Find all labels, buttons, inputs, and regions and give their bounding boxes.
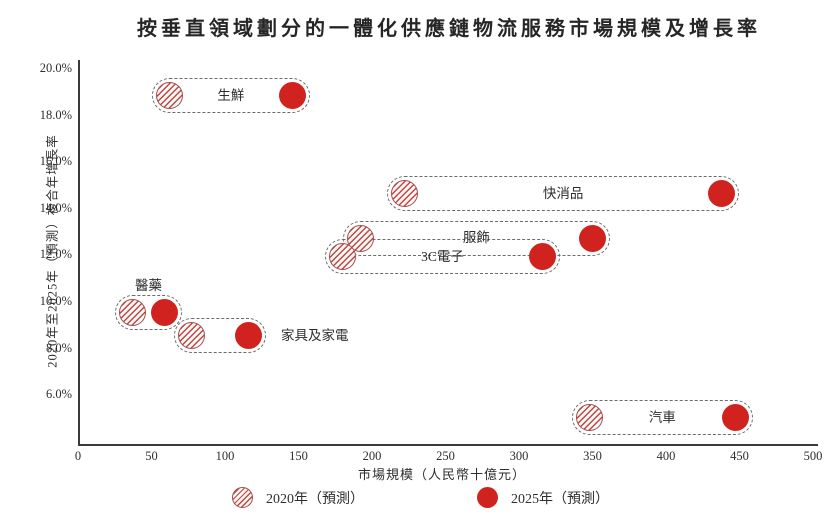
category-label: 家具及家電 — [281, 327, 349, 343]
category-label: 汽車 — [648, 409, 676, 425]
data-point-2025 — [151, 299, 179, 327]
legend-swatch-2020-hatched-icon — [232, 487, 253, 508]
data-point-2020 — [390, 180, 418, 208]
x-tick-label: 100 — [215, 449, 235, 463]
x-tick-label: 150 — [289, 449, 308, 463]
x-tick-label: 500 — [803, 449, 823, 463]
y-tick-label: 12.0% — [39, 247, 72, 262]
y-tick-label: 8.0% — [45, 340, 72, 355]
x-tick-label: 450 — [730, 449, 749, 463]
legend-item-2020: 2020年（預測） — [232, 487, 364, 508]
data-point-2020 — [329, 243, 357, 271]
category-capsule — [342, 220, 610, 256]
data-point-2020 — [155, 82, 183, 110]
data-point-2025 — [279, 82, 307, 110]
x-tick-label: 0 — [74, 449, 82, 463]
category-capsule — [114, 295, 183, 331]
x-tick-label: 200 — [362, 449, 382, 463]
x-tick-label: 50 — [145, 449, 158, 463]
y-tick-label: 10.0% — [39, 294, 72, 308]
y-tick-label: 6.0% — [45, 387, 72, 402]
category-capsule — [386, 176, 740, 212]
category-capsule — [572, 400, 753, 435]
data-point-2025 — [529, 243, 557, 271]
y-tick-label: 20.0% — [39, 61, 72, 75]
legend-label-2020: 2020年（預測） — [266, 491, 364, 507]
category-capsule — [151, 78, 311, 114]
x-tick-label: 250 — [436, 449, 455, 463]
category-label: 服飾 — [462, 230, 490, 246]
y-tick-label: 14.0% — [39, 200, 72, 215]
category-label: 醫藥 — [135, 278, 163, 294]
category-label: 3C電子 — [421, 248, 464, 264]
legend-item-2025: 2025年（預測） — [477, 487, 609, 508]
y-tick-label: 18.0% — [39, 107, 72, 122]
x-tick-label: 350 — [583, 449, 602, 463]
data-point-2025 — [708, 180, 736, 208]
chart-title: 按垂直領域劃分的一體化供應鏈物流服務市場規模及增長率 — [137, 18, 761, 40]
legend-label-2025: 2025年（預測） — [511, 491, 609, 507]
category-capsule — [173, 318, 267, 354]
category-label: 生鮮 — [217, 87, 245, 103]
data-point-2025 — [579, 224, 606, 252]
data-point-2025 — [235, 322, 263, 350]
y-tick-label: 16.0% — [39, 154, 72, 169]
y-axis-line — [78, 60, 80, 445]
x-tick-label: 400 — [656, 449, 676, 463]
category-capsule — [325, 239, 560, 275]
legend-swatch-2025-solid-icon — [477, 487, 498, 508]
data-point-2020 — [118, 299, 146, 327]
data-point-2020 — [177, 322, 205, 350]
data-point-2025 — [721, 404, 749, 431]
category-label: 快消品 — [542, 185, 584, 201]
x-axis-line — [78, 444, 818, 446]
x-axis-title: 市場規模（人民幣十億元） — [357, 467, 526, 482]
x-tick-label: 300 — [509, 449, 529, 463]
data-point-2020 — [576, 404, 604, 431]
